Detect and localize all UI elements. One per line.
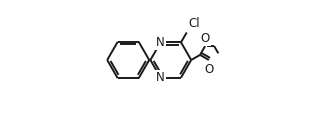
Text: O: O bbox=[205, 63, 214, 76]
Text: Cl: Cl bbox=[188, 17, 200, 30]
Text: N: N bbox=[156, 71, 165, 84]
Text: N: N bbox=[156, 36, 165, 49]
Text: O: O bbox=[201, 32, 210, 45]
